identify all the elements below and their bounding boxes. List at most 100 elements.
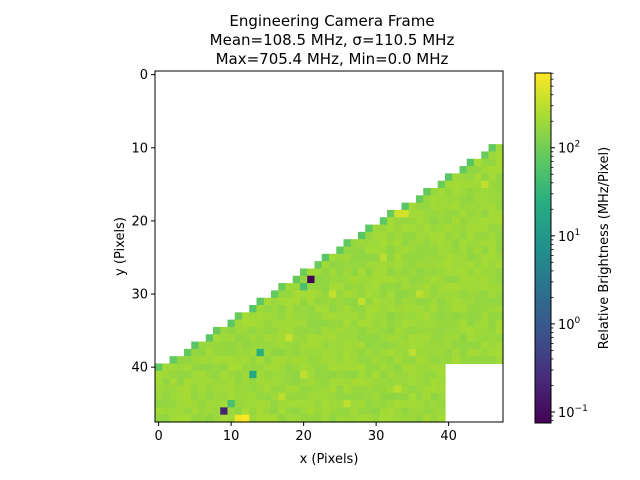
y-tick-label: 40 (131, 361, 148, 376)
heatmap-cell (198, 392, 207, 401)
heatmap-cell (350, 385, 359, 394)
heatmap-cell (488, 312, 497, 321)
heatmap-cell (176, 392, 185, 401)
heatmap-cell (162, 407, 171, 416)
heatmap-cell (394, 246, 403, 255)
heatmap-cell (430, 246, 439, 255)
heatmap-cell (307, 268, 316, 277)
heatmap-cell (401, 392, 410, 401)
heatmap-cell (184, 370, 192, 379)
heatmap-cell (401, 348, 410, 357)
heatmap-cell (379, 305, 388, 313)
colorbar-ticks: 10−1 100 101 102 (551, 72, 588, 421)
heatmap-cell (474, 188, 482, 196)
heatmap-cell (155, 370, 163, 379)
heatmap-cell (495, 275, 504, 284)
heatmap-cell (372, 239, 381, 248)
heatmap-cell (358, 385, 366, 394)
heatmap-cell (474, 195, 482, 204)
heatmap-cell (321, 385, 330, 394)
heatmap-cell (292, 297, 301, 306)
heatmap-cell (437, 224, 446, 233)
heatmap-cell (314, 261, 323, 270)
heatmap-cell (474, 239, 482, 248)
heatmap-cell (459, 334, 468, 343)
heatmap-cell (459, 275, 468, 284)
heatmap-cell (242, 385, 250, 394)
heatmap-cell (408, 268, 417, 277)
heatmap-cell (423, 414, 432, 423)
heatmap-cell (416, 202, 424, 211)
heatmap-cell (437, 363, 446, 372)
heatmap-cell (481, 268, 490, 277)
heatmap-cell (408, 297, 417, 306)
heatmap-cell (452, 312, 461, 321)
heatmap-cell (466, 319, 475, 328)
heatmap-cell (242, 407, 250, 416)
heatmap-cell (307, 275, 316, 284)
heatmap-cell (401, 334, 410, 343)
heatmap-cell (452, 341, 461, 350)
heatmap-cell (343, 370, 352, 379)
heatmap-cell (488, 151, 497, 160)
heatmap-cell (365, 275, 374, 284)
heatmap-cell (401, 407, 410, 416)
heatmap-cell (437, 202, 446, 211)
heatmap-cell (169, 370, 178, 379)
heatmap-cell (336, 319, 345, 328)
heatmap-cell (466, 231, 475, 240)
heatmap-cell (466, 297, 475, 306)
heatmap-cell (307, 400, 316, 408)
heatmap-cell (278, 370, 287, 379)
heatmap-cell (423, 378, 432, 387)
heatmap-cell (379, 356, 388, 365)
heatmap-cell (234, 341, 243, 350)
heatmap-cell (314, 400, 323, 408)
heatmap-cell (307, 378, 316, 387)
heatmap-cell (474, 261, 482, 270)
heatmap-cell (249, 326, 258, 335)
heatmap-cell (205, 414, 214, 423)
heatmap-cell (314, 326, 323, 335)
heatmap-cell (365, 356, 374, 365)
heatmap-cell (401, 319, 410, 328)
heatmap-cell (220, 326, 229, 335)
heatmap-cell (271, 392, 279, 401)
heatmap-cell (205, 407, 214, 416)
heatmap-cell (430, 370, 439, 379)
heatmap-cell (242, 414, 250, 423)
heatmap-cell (191, 385, 200, 394)
heatmap-cell (437, 268, 446, 277)
heatmap-cell (401, 231, 410, 240)
colorbar-tick-label: 10−1 (558, 404, 588, 421)
heatmap-cell (452, 188, 461, 196)
heatmap-cell (495, 188, 504, 196)
heatmap-cell (271, 414, 279, 423)
heatmap-cell (329, 326, 337, 335)
heatmap-cell (488, 305, 497, 313)
heatmap-cell (350, 290, 359, 299)
heatmap-cell (198, 341, 207, 350)
heatmap-cell (387, 407, 395, 416)
heatmap-cell (358, 407, 366, 416)
heatmap-cell (365, 297, 374, 306)
heatmap-cell (394, 283, 403, 291)
heatmap-cell (481, 188, 490, 196)
heatmap-cell (169, 363, 178, 372)
heatmap-cell (372, 312, 381, 321)
heatmap-cell (321, 319, 330, 328)
heatmap-cell (445, 173, 453, 182)
heatmap-cell (184, 414, 192, 423)
heatmap-cell (307, 305, 316, 313)
heatmap-cell (321, 334, 330, 343)
heatmap-cell (343, 348, 352, 357)
heatmap-cell (481, 180, 490, 189)
heatmap-cell (307, 283, 316, 291)
heatmap-cell (271, 385, 279, 394)
heatmap-cell (408, 312, 417, 321)
heatmap-cell (445, 305, 453, 313)
heatmap-cell (495, 297, 504, 306)
heatmap-cell (350, 378, 359, 387)
heatmap-cell (249, 334, 258, 343)
heatmap-cell (408, 341, 417, 350)
